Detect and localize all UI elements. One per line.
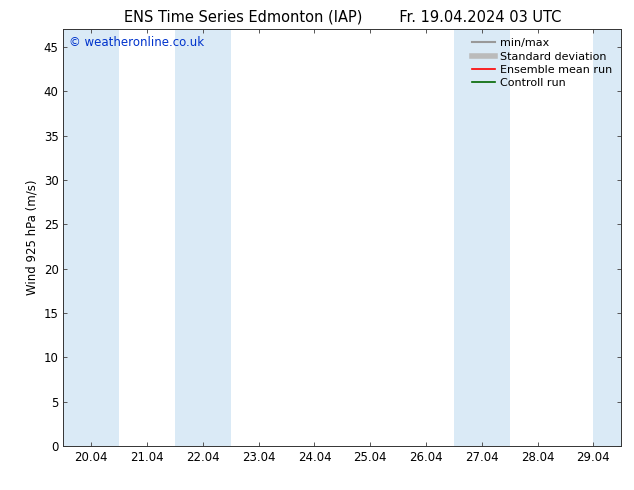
Bar xyxy=(175,29,231,446)
Text: © weatheronline.co.uk: © weatheronline.co.uk xyxy=(69,36,204,49)
Y-axis label: Wind 925 hPa (m/s): Wind 925 hPa (m/s) xyxy=(25,180,38,295)
Title: ENS Time Series Edmonton (IAP)        Fr. 19.04.2024 03 UTC: ENS Time Series Edmonton (IAP) Fr. 19.04… xyxy=(124,9,561,24)
Legend: min/max, Standard deviation, Ensemble mean run, Controll run: min/max, Standard deviation, Ensemble me… xyxy=(469,35,616,92)
Bar xyxy=(454,29,510,446)
Bar xyxy=(63,29,119,446)
Bar xyxy=(593,29,621,446)
